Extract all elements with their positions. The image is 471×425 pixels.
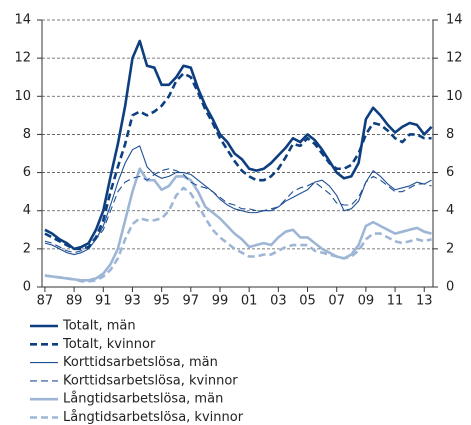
legend-label: Totalt, män xyxy=(62,319,136,334)
x-tick-label: 95 xyxy=(153,294,170,309)
x-tick-label: 11 xyxy=(387,294,404,309)
y-tick-label: 14 xyxy=(14,13,31,28)
y2-tick-label: 8 xyxy=(446,127,454,142)
x-tick-label: 89 xyxy=(66,294,83,309)
y2-tick-label: 2 xyxy=(446,241,454,256)
y2-tick-label: 10 xyxy=(446,89,463,104)
y-tick-label: 10 xyxy=(14,89,31,104)
y-tick-label: 6 xyxy=(23,165,31,180)
series-line xyxy=(44,167,432,282)
x-tick-label: 97 xyxy=(183,294,200,309)
y-tick-label: 4 xyxy=(23,203,31,218)
y-tick-label: 8 xyxy=(23,127,31,142)
y-tick-label: 0 xyxy=(23,280,31,295)
y2-tick-label: 0 xyxy=(446,280,454,295)
legend-label: Totalt, kvinnor xyxy=(62,337,156,352)
x-tick-label: 05 xyxy=(299,294,316,309)
legend-label: Långtidsarbetslösa, kvinnor xyxy=(63,410,244,425)
series-line xyxy=(44,186,432,283)
legend-label: Korttidsarbetslösa, kvinnor xyxy=(63,373,238,388)
x-tick-label: 87 xyxy=(37,294,54,309)
y2-tick-label: 12 xyxy=(446,51,463,66)
x-tick-label: 07 xyxy=(328,294,345,309)
y-tick-label: 12 xyxy=(14,51,31,66)
y2-tick-label: 4 xyxy=(446,203,454,218)
x-tick-label: 01 xyxy=(241,294,258,309)
y2-tick-label: 6 xyxy=(446,165,454,180)
y2-tick-label: 14 xyxy=(446,13,463,28)
series-line xyxy=(44,145,432,256)
series-line xyxy=(44,39,433,251)
x-tick-label: 91 xyxy=(95,294,112,309)
x-tick-label: 93 xyxy=(124,294,141,309)
series-line xyxy=(44,72,432,251)
y-tick-label: 2 xyxy=(23,241,31,256)
legend-label: Långtidsarbetslösa, män xyxy=(63,392,223,407)
x-tick-label: 03 xyxy=(270,294,287,309)
x-tick-label: 09 xyxy=(358,294,375,309)
x-tick-label: 13 xyxy=(416,294,433,309)
x-tick-label: 99 xyxy=(212,294,229,309)
legend-label: Korttidsarbetslösa, män xyxy=(63,355,218,370)
